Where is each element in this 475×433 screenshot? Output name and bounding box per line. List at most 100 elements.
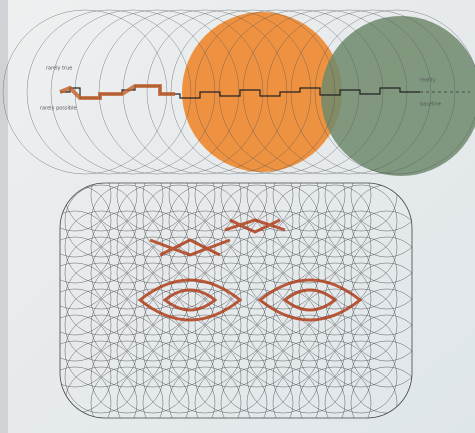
ring — [90, 366, 164, 418]
ring — [60, 366, 112, 418]
ring — [350, 183, 412, 232]
edge — [0, 0, 8, 433]
ring — [324, 314, 398, 388]
ring — [246, 340, 320, 414]
grid-circles — [60, 183, 412, 418]
ring — [90, 314, 164, 388]
ring — [142, 340, 216, 414]
ring — [146, 9, 312, 175]
ring — [298, 262, 372, 336]
ring — [60, 288, 112, 362]
red-eye — [137, 278, 243, 322]
ring — [298, 210, 372, 284]
ring — [194, 183, 268, 232]
ring — [116, 184, 190, 258]
red-patterns — [137, 218, 363, 322]
orange-trace — [59, 84, 175, 100]
ring — [324, 288, 398, 362]
ring — [64, 314, 138, 388]
ring — [64, 288, 138, 362]
ring — [272, 340, 346, 414]
ring — [272, 314, 346, 388]
ring — [272, 184, 346, 258]
ring — [220, 340, 294, 414]
ring — [324, 183, 398, 232]
label: baseline — [420, 102, 441, 108]
ring — [220, 314, 294, 388]
ring — [246, 288, 320, 362]
ring — [298, 366, 372, 418]
label: rarely possible — [40, 106, 77, 112]
ring — [220, 288, 294, 362]
ring — [324, 184, 398, 258]
ring — [60, 236, 112, 310]
ring — [116, 366, 190, 418]
ring — [90, 262, 164, 336]
ring — [168, 366, 242, 418]
ring — [246, 366, 320, 418]
ring — [298, 288, 372, 362]
red-eye — [257, 278, 363, 322]
ring — [168, 288, 242, 362]
ring — [194, 340, 268, 414]
ring — [142, 183, 216, 232]
ring — [324, 236, 398, 310]
ring — [26, 9, 192, 175]
ring — [60, 262, 112, 336]
ring — [194, 262, 268, 336]
ring — [168, 236, 242, 310]
ring — [64, 236, 138, 310]
ring — [60, 183, 112, 232]
ring — [90, 236, 164, 310]
ring — [272, 366, 346, 418]
ring — [64, 184, 138, 258]
ring — [220, 210, 294, 284]
ring — [194, 366, 268, 418]
ring — [142, 314, 216, 388]
ring — [272, 262, 346, 336]
ring — [60, 210, 112, 284]
ring — [90, 288, 164, 362]
ring — [298, 340, 372, 414]
ring — [142, 288, 216, 362]
ring — [324, 340, 398, 414]
ring — [116, 288, 190, 362]
label: rarely true — [46, 66, 72, 72]
ring — [324, 210, 398, 284]
ring — [90, 210, 164, 284]
ring — [246, 236, 320, 310]
ring — [350, 314, 412, 388]
ring — [246, 262, 320, 336]
ring — [64, 210, 138, 284]
ring — [116, 183, 190, 232]
ring — [90, 340, 164, 414]
orange-circle — [182, 12, 342, 172]
ring — [194, 236, 268, 310]
ring — [116, 314, 190, 388]
ring — [350, 236, 412, 310]
grid-outline — [59, 182, 413, 419]
ring — [246, 183, 320, 232]
green-circle — [321, 16, 475, 176]
ring — [116, 340, 190, 414]
ring — [90, 183, 164, 232]
ring — [314, 9, 475, 175]
ring — [168, 183, 242, 232]
ring — [350, 340, 412, 414]
ring — [324, 366, 398, 418]
ring — [90, 184, 164, 258]
ring — [220, 236, 294, 310]
ring — [60, 314, 112, 388]
ring — [220, 366, 294, 418]
ring — [220, 184, 294, 258]
ring — [142, 366, 216, 418]
ring — [324, 262, 398, 336]
ring — [64, 340, 138, 414]
ring — [246, 210, 320, 284]
ring — [168, 184, 242, 258]
ring — [194, 184, 268, 258]
ring — [350, 262, 412, 336]
red-cross — [149, 238, 231, 257]
